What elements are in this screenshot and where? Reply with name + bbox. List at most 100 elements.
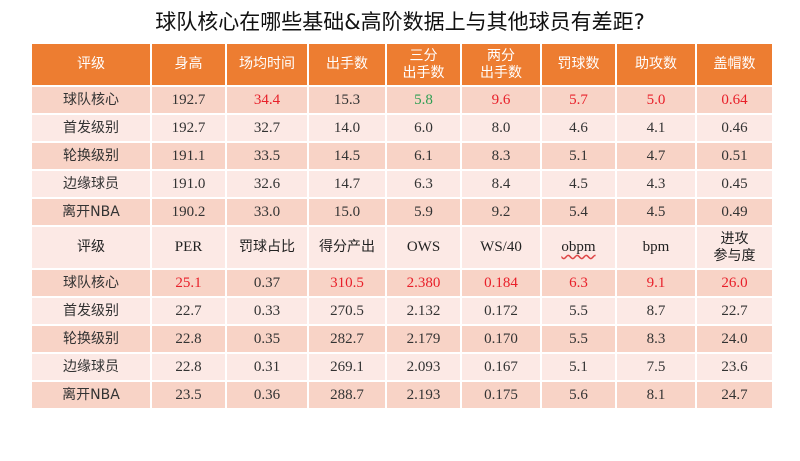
table-cell: 0.33 xyxy=(225,296,309,326)
table-cell: 0.37 xyxy=(225,268,309,298)
table-cell: 5.9 xyxy=(385,197,462,227)
table-cell: 0.45 xyxy=(695,169,774,199)
table-cell: 0.172 xyxy=(460,296,542,326)
table-row: 离开NBA 23.5 0.36 288.7 2.193 0.175 5.6 8.1 24.7 xyxy=(30,380,774,410)
table-cell: 2.132 xyxy=(385,296,462,326)
row-label: 球队核心 xyxy=(30,268,152,298)
table-cell: 191.1 xyxy=(150,141,227,171)
row-label: 轮换级别 xyxy=(30,324,152,354)
table-cell: 22.7 xyxy=(150,296,227,326)
table-cell: 6.3 xyxy=(540,268,617,298)
column-header: 助攻数 xyxy=(615,42,697,87)
table-cell: 4.5 xyxy=(540,169,617,199)
header-row: 评级 身高 场均时间 出手数 三分 出手数 两分 出手数 罚球数 助攻数 盖帽数 xyxy=(30,42,774,87)
table-cell: 4.5 xyxy=(615,197,697,227)
table-cell: 288.7 xyxy=(307,380,387,410)
table-row: 首发级别 192.7 32.7 14.0 6.0 8.0 4.6 4.1 0.46 xyxy=(30,113,774,143)
table-row: 离开NBA 190.2 33.0 15.0 5.9 9.2 5.4 4.5 0.49 xyxy=(30,197,774,227)
column-header: 出手数 xyxy=(307,42,387,87)
row-label: 首发级别 xyxy=(30,113,152,143)
column-header: OWS xyxy=(385,225,462,270)
column-header-label: 两分 出手数 xyxy=(480,47,522,81)
column-header-label: 得分产出 xyxy=(319,239,375,255)
table-cell: 32.6 xyxy=(225,169,309,199)
table-cell: 23.5 xyxy=(150,380,227,410)
table-cell: 9.1 xyxy=(615,268,697,298)
column-header-label: 评级 xyxy=(77,56,105,72)
table-cell: 22.8 xyxy=(150,352,227,382)
table-cell: 5.5 xyxy=(540,296,617,326)
column-header-label: 助攻数 xyxy=(635,56,677,72)
table-row: 边缘球员 22.8 0.31 269.1 2.093 0.167 5.1 7.5 23.6 xyxy=(30,352,774,382)
table-cell: 4.1 xyxy=(615,113,697,143)
table-cell: 5.7 xyxy=(540,85,617,115)
table-cell: 310.5 xyxy=(307,268,387,298)
table-cell: 8.3 xyxy=(460,141,542,171)
table-cell: 192.7 xyxy=(150,85,227,115)
table-cell: 14.5 xyxy=(307,141,387,171)
stats-table: 评级 身高 场均时间 出手数 三分 出手数 两分 出手数 罚球数 助攻数 盖帽数 球队核心 192.… xyxy=(30,42,774,410)
column-header: 罚球数 xyxy=(540,42,617,87)
table-cell: 0.167 xyxy=(460,352,542,382)
table-cell: 191.0 xyxy=(150,169,227,199)
table-cell: 0.175 xyxy=(460,380,542,410)
column-header: 评级 xyxy=(30,225,152,270)
column-header-label: 出手数 xyxy=(326,56,368,72)
column-header: 得分产出 xyxy=(307,225,387,270)
table-cell: 0.36 xyxy=(225,380,309,410)
column-header-label: PER xyxy=(174,239,203,255)
column-header: PER xyxy=(150,225,227,270)
table-cell: 26.0 xyxy=(695,268,774,298)
table-cell: 33.5 xyxy=(225,141,309,171)
column-header-label: bpm xyxy=(642,239,670,255)
table-cell: 6.3 xyxy=(385,169,462,199)
row-label: 边缘球员 xyxy=(30,169,152,199)
table-cell: 22.8 xyxy=(150,324,227,354)
table-cell: 0.31 xyxy=(225,352,309,382)
table-cell: 7.5 xyxy=(615,352,697,382)
row-label: 球队核心 xyxy=(30,85,152,115)
table-cell: 22.7 xyxy=(695,296,774,326)
table-cell: 0.49 xyxy=(695,197,774,227)
table-row: 首发级别 22.7 0.33 270.5 2.132 0.172 5.5 8.7 22.7 xyxy=(30,296,774,326)
table-cell: 4.3 xyxy=(615,169,697,199)
table-cell: 282.7 xyxy=(307,324,387,354)
table-cell: 5.1 xyxy=(540,352,617,382)
table-cell: 0.64 xyxy=(695,85,774,115)
column-header: WS/40 xyxy=(460,225,542,270)
table-cell: 0.170 xyxy=(460,324,542,354)
table-cell: 0.46 xyxy=(695,113,774,143)
column-header-label: 身高 xyxy=(174,56,203,72)
table-cell: 14.0 xyxy=(307,113,387,143)
column-header: bpm xyxy=(615,225,697,270)
row-label: 离开NBA xyxy=(30,380,152,410)
table-cell: 34.4 xyxy=(225,85,309,115)
column-header-label: obpm xyxy=(561,239,596,255)
table-cell: 24.7 xyxy=(695,380,774,410)
table-cell: 5.0 xyxy=(615,85,697,115)
column-header: 进攻 参与度 xyxy=(695,225,774,270)
table-cell: 5.4 xyxy=(540,197,617,227)
table-cell: 4.6 xyxy=(540,113,617,143)
table-cell: 15.3 xyxy=(307,85,387,115)
table-cell: 8.3 xyxy=(615,324,697,354)
table-cell: 6.1 xyxy=(385,141,462,171)
slide-title: 球队核心在哪些基础&高阶数据上与其他球员有差距? xyxy=(155,10,645,34)
table-row: 边缘球员 191.0 32.6 14.7 6.3 8.4 4.5 4.3 0.45 xyxy=(30,169,774,199)
column-header-label: 场均时间 xyxy=(239,56,295,72)
table-cell: 5.1 xyxy=(540,141,617,171)
table-cell: 8.4 xyxy=(460,169,542,199)
table-cell: 9.2 xyxy=(460,197,542,227)
table-cell: 23.6 xyxy=(695,352,774,382)
table-row: 球队核心 192.7 34.4 15.3 5.8 9.6 5.7 5.0 0.64 xyxy=(30,85,774,115)
table-row: 轮换级别 22.8 0.35 282.7 2.179 0.170 5.5 8.3 24.0 xyxy=(30,324,774,354)
row-label: 轮换级别 xyxy=(30,141,152,171)
table-cell: 192.7 xyxy=(150,113,227,143)
table-cell: 32.7 xyxy=(225,113,309,143)
table-row: 球队核心 25.1 0.37 310.5 2.380 0.184 6.3 9.1 26.0 xyxy=(30,268,774,298)
column-header: 两分 出手数 xyxy=(460,42,542,87)
table-cell: 2.179 xyxy=(385,324,462,354)
row-label: 离开NBA xyxy=(30,197,152,227)
table-cell: 0.35 xyxy=(225,324,309,354)
column-header: 评级 xyxy=(30,42,152,87)
